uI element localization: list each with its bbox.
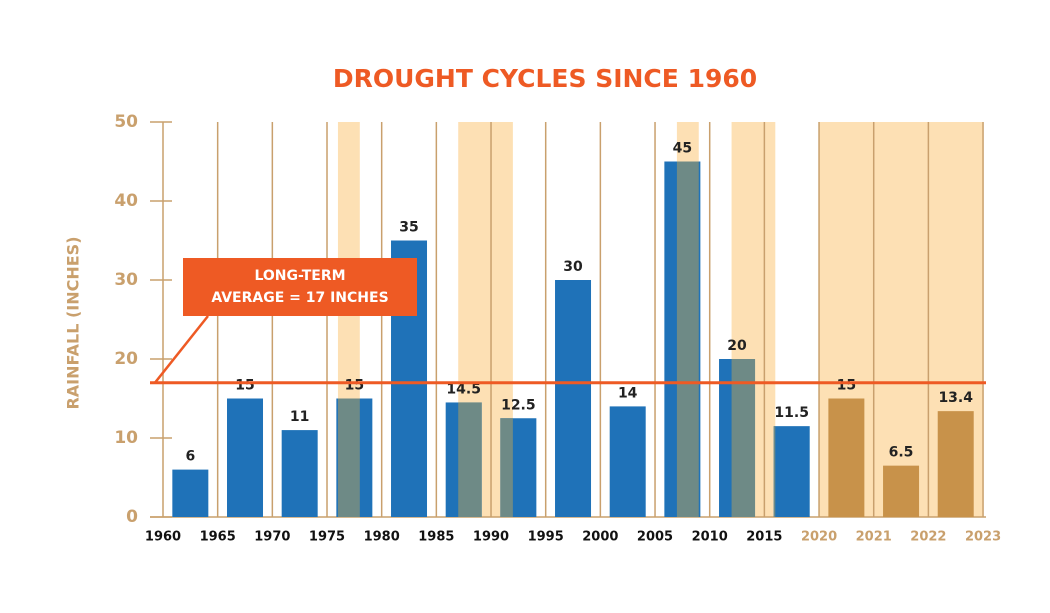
value-label: 14 [618,385,638,401]
drought-overlap [731,359,756,517]
drought-overlap [458,402,482,517]
y-axis-label: RAINFALL (INCHES) [64,236,83,409]
value-label: 35 [399,220,418,236]
bar [937,411,974,517]
x-tick-label: 2000 [582,530,618,545]
y-tick-label: 30 [114,270,138,290]
annotation-box [183,258,417,316]
value-label: 15 [837,378,856,394]
drought-overlap [773,426,776,517]
drought-overlap [676,161,699,517]
x-tick-label: 1990 [473,530,509,545]
chart-title: DROUGHT CYCLES SINCE 1960 [333,64,757,93]
y-tick-label: 50 [114,112,138,132]
bar [281,430,318,517]
x-tick-label: 1975 [309,530,345,545]
value-label: 6.5 [889,445,914,461]
value-label: 11 [290,409,309,425]
y-tick-label: 0 [126,507,138,527]
x-tick-label: 2010 [692,530,728,545]
drought-overlap [500,418,513,517]
x-tick-label: 1965 [200,530,236,545]
annotation-text: AVERAGE = 17 INCHES [211,290,388,306]
value-label: 20 [727,338,747,354]
value-label: 15 [345,378,364,394]
annotation-connector [154,315,209,384]
x-tick-label: 2023 [965,530,1001,545]
x-tick-label: 2022 [910,530,946,545]
value-label: 45 [673,141,692,157]
drought-overlap [337,398,360,517]
x-tick-label: 2015 [746,530,782,545]
bar [883,465,920,517]
y-tick-label: 20 [114,349,138,369]
bar [555,280,592,517]
value-label: 12.5 [501,397,536,413]
value-label: 11.5 [774,405,809,421]
bar [828,398,865,517]
bar [172,469,209,517]
bar [227,398,264,517]
x-tick-label: 1995 [528,530,564,545]
value-label: 14.5 [446,381,481,397]
y-tick-label: 40 [114,191,138,211]
x-tick-label: 1960 [145,530,181,545]
x-tick-label: 2005 [637,530,673,545]
annotation-text: LONG-TERM [254,268,345,284]
value-label: 30 [563,259,583,275]
bar [609,406,646,517]
value-label: 6 [185,449,195,465]
x-tick-label: 2021 [856,530,892,545]
x-tick-label: 2020 [801,530,837,545]
y-tick-label: 10 [114,428,138,448]
value-label: 13.4 [938,390,973,406]
value-label: 15 [235,378,254,394]
x-tick-label: 1985 [418,530,454,545]
x-tick-label: 1970 [254,530,290,545]
bar [773,426,810,517]
x-tick-label: 1980 [364,530,400,545]
